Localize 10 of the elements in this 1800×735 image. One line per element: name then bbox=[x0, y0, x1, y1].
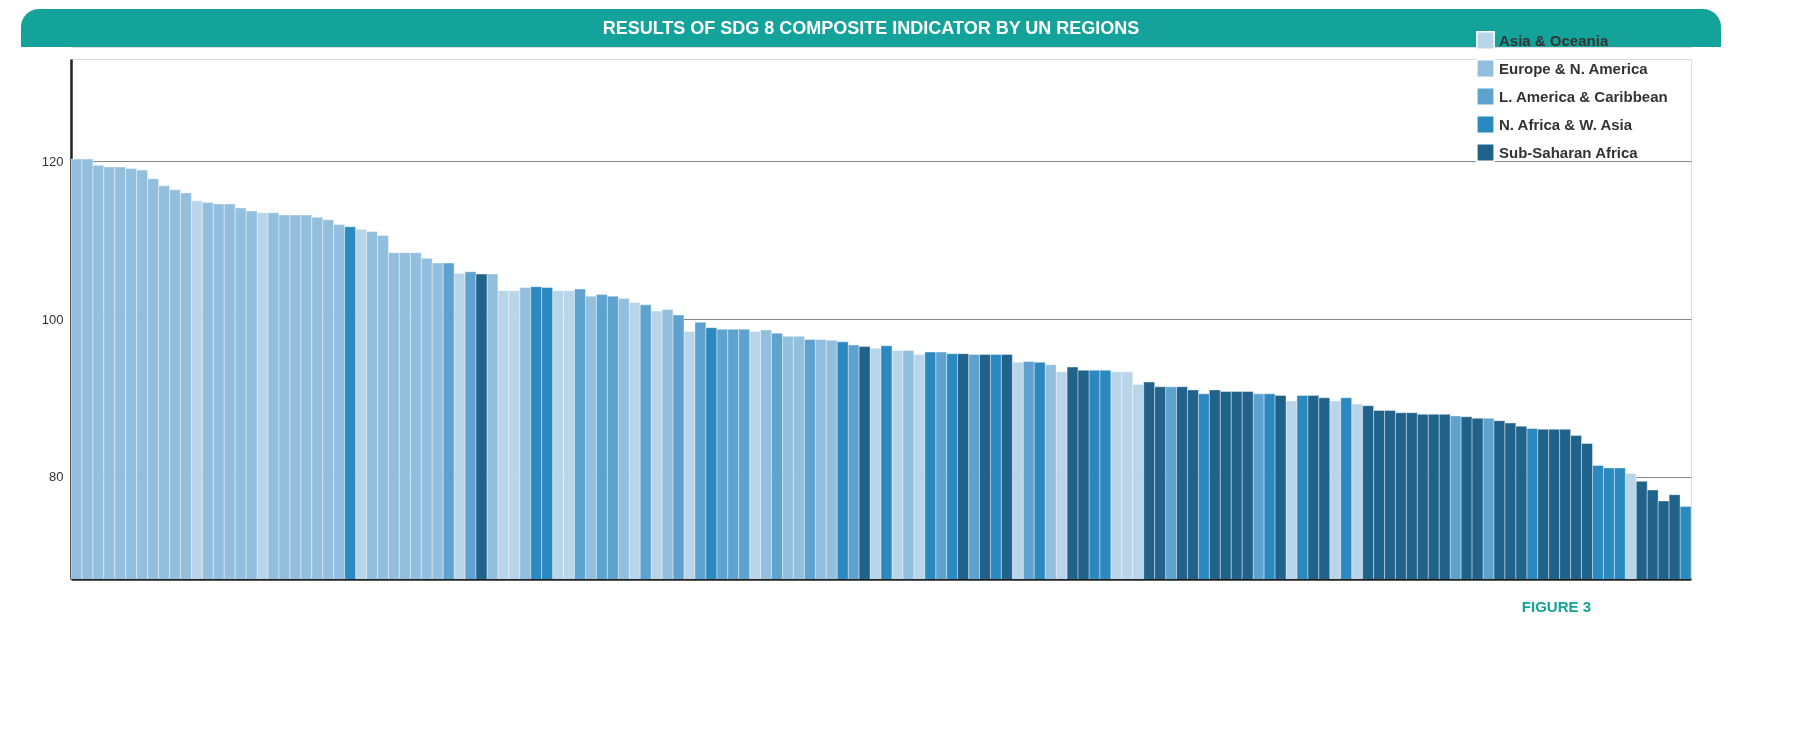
legend-label: N. Africa & W. Asia bbox=[1499, 115, 1633, 133]
legend-label: Sub-Saharan Africa bbox=[1499, 143, 1639, 161]
legend-label: Europe & N. America bbox=[1499, 59, 1649, 77]
caption: FIGURE 3 bbox=[1521, 598, 1591, 615]
legend-label: Asia & Oceania bbox=[1499, 31, 1609, 49]
y-tick-label: 100 bbox=[41, 311, 64, 327]
chart-title: RESULTS OF SDG 8 COMPOSITE INDICATOR BY UN REGIONS bbox=[602, 18, 1140, 38]
y-tick-label: 120 bbox=[41, 153, 64, 169]
y-tick-label: 80 bbox=[49, 469, 64, 485]
legend-label: L. America & Caribbean bbox=[1499, 87, 1668, 105]
